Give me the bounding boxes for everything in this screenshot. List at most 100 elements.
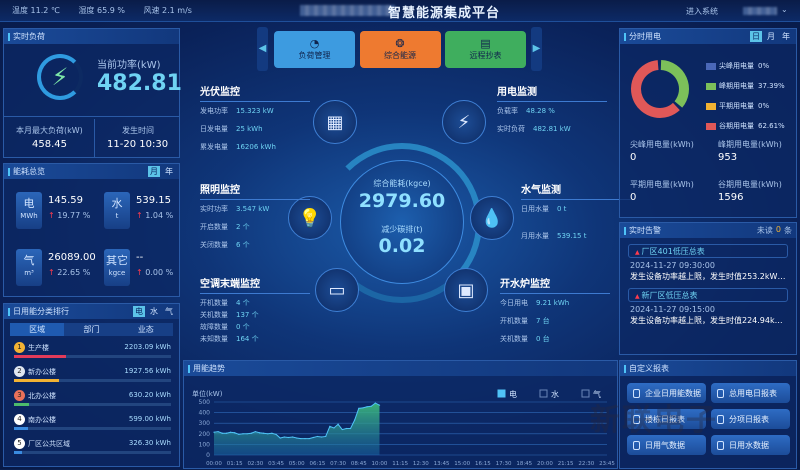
ranking-bar <box>14 427 171 430</box>
metric-unit: t <box>115 212 119 220</box>
energy-trend-chart: 单位(kW) 0 100 200 300 400 500 00:00 01:15 02:30 03:… <box>192 389 615 467</box>
monitor-row: 今日用电 9.21 kWh <box>500 298 610 308</box>
donut-slice <box>660 60 689 108</box>
tou-stat-label: 峰期用电量(kWh) <box>718 140 782 149</box>
nav-prev-button[interactable]: ◀ <box>257 27 268 71</box>
ranking-item[interactable]: 2 新办公楼 1927.56 kWh <box>4 364 179 388</box>
legend-swatch <box>706 102 716 110</box>
row-label: 负载率 <box>497 107 518 115</box>
row-value: 2 个 <box>236 223 250 231</box>
report-button[interactable]: 总用电日报表 <box>711 383 790 403</box>
subtab-department[interactable]: 部门 <box>83 325 100 334</box>
subtab-bar: 区域 部门 业态 <box>10 323 173 336</box>
user-name-redacted[interactable] <box>743 7 777 15</box>
time-of-use-panel: 分时用电 日月年 尖峰用电量 0% 峰期用电量 37.39% 平期用电量 0% 谷期用电量 6… <box>619 28 797 218</box>
tab-month[interactable]: 月 <box>148 166 160 177</box>
data-point <box>263 432 265 434</box>
report-button[interactable]: 日用气数据 <box>627 435 706 455</box>
rank-badge: 1 <box>14 342 25 353</box>
data-point <box>341 428 343 431</box>
monitor-row: 月用水量 539.15 t <box>521 231 631 241</box>
legend-item: 平期用电量 0% <box>706 101 785 111</box>
ranking-item[interactable]: 3 北办公楼 630.20 kWh <box>4 388 179 412</box>
humidity: 湿度 65.9 % <box>78 6 125 15</box>
tab-water[interactable]: 水 <box>150 307 158 316</box>
data-point <box>250 432 252 434</box>
legend-checkbox[interactable] <box>497 389 506 398</box>
lightning-icon: ⚡ <box>37 54 83 100</box>
tab-month[interactable]: 月 <box>767 32 775 41</box>
water-boiler-icon[interactable]: ▣ <box>444 268 488 312</box>
nav-button-label: 综合能源 <box>384 51 416 60</box>
row-label: 关闭数量 <box>200 241 228 249</box>
tab-gas[interactable]: 气 <box>165 307 173 316</box>
legend-item: 谷期用电量 62.61% <box>706 121 785 131</box>
tab-year[interactable]: 年 <box>782 32 790 41</box>
monitor-row: 开机数量 7 台 <box>500 316 610 326</box>
enter-system-link[interactable]: 进入系统 <box>686 7 718 16</box>
data-point <box>283 436 285 438</box>
power-monitor: 用电监测 负载率 48.28 % 实时负荷 482.81 kW <box>497 83 607 142</box>
ranking-item[interactable]: 4 南办公楼 599.00 kWh <box>4 412 179 436</box>
ranking-name: 北办公楼 <box>28 392 56 400</box>
data-point <box>312 436 314 439</box>
ranking-name: 生产楼 <box>28 344 49 352</box>
pv-monitor: 光伏监控 发电功率 15.323 kW 日发电量 25 kWh 累发电量 16206 kWh <box>200 83 310 160</box>
x-tick-label: 21:15 <box>558 461 574 467</box>
nav-button[interactable]: ◔ 负荷管理 <box>274 31 355 68</box>
metric-change: ↑ 1.04 % <box>136 211 173 220</box>
light-bulb-icon[interactable]: 💡 <box>288 196 332 240</box>
air-conditioner-icon[interactable]: ▭ <box>315 268 359 312</box>
row-value: 25 kWh <box>236 125 263 133</box>
report-button[interactable]: 日用水数据 <box>711 435 790 455</box>
report-button[interactable]: 分项日报表 <box>711 409 790 429</box>
alarm-device: 厂区401低压总表 <box>628 244 788 258</box>
subtab-area[interactable]: 区域 <box>10 323 65 336</box>
legend-checkbox[interactable] <box>581 389 590 398</box>
x-tick-label: 22:30 <box>578 461 594 467</box>
nav-button[interactable]: ❂ 综合能源 <box>359 31 441 68</box>
row-label: 日用水量 <box>521 205 549 213</box>
data-point <box>217 431 219 433</box>
meter-icon: ▤ <box>480 37 491 50</box>
subtab-business[interactable]: 业态 <box>137 325 154 334</box>
solar-panel-icon[interactable]: ▦ <box>313 100 357 144</box>
row-value: 0 t <box>557 205 567 213</box>
panel-header: 实时负荷 <box>4 29 179 44</box>
monitor-row: 实时功率 3.547 kW <box>200 204 310 214</box>
tab-day[interactable]: 日 <box>750 31 762 42</box>
max-load-value: 458.45 <box>32 139 67 150</box>
nav-next-button[interactable]: ▶ <box>531 27 542 71</box>
tab-electricity[interactable]: 电 <box>133 306 145 317</box>
lightning-icon[interactable]: ⚡ <box>442 100 486 144</box>
chevron-down-icon[interactable]: ⌄ <box>781 5 788 14</box>
tab-year[interactable]: 年 <box>165 167 173 176</box>
metric-value: 145.59 <box>48 195 83 206</box>
metric-name: 气 <box>23 254 35 267</box>
section-title: 水气监测 <box>521 181 631 200</box>
legend-item: 峰期用电量 37.39% <box>706 81 785 91</box>
alarm-item[interactable]: 新厂区低压总表 2024-11-27 09:15:00 发生设备功率越上限，发生时值… <box>620 288 796 326</box>
report-button[interactable]: 楼栋日报表 <box>627 409 706 429</box>
legend-percent: 62.61% <box>758 122 785 130</box>
lighting-monitor: 照明监控 实时功率 3.547 kW 开启数量 2 个关闭数量 6 个 <box>200 181 310 258</box>
metric-name: 电 <box>23 197 35 210</box>
row-label: 月用水量 <box>521 232 549 240</box>
company-name-redacted <box>300 5 395 16</box>
water-drop-icon[interactable]: 💧 <box>470 196 514 240</box>
report-button[interactable]: 企业日用能数据 <box>627 383 706 403</box>
row-value: 0 个 <box>236 323 250 331</box>
legend-checkbox[interactable] <box>539 389 548 398</box>
legend-label: 电 <box>509 389 517 399</box>
nav-button[interactable]: ▤ 远程抄表 <box>445 31 526 68</box>
gauge-icon: ◔ <box>309 37 320 50</box>
alarm-item[interactable]: 厂区401低压总表 2024-11-27 09:30:00 发生设备功率越上限，发生… <box>620 244 796 282</box>
ranking-item[interactable]: 1 生产楼 2203.09 kWh <box>4 340 179 364</box>
data-point <box>333 427 335 429</box>
metric-tile: 气 m³ <box>16 249 42 286</box>
row-label: 实时负荷 <box>497 125 525 133</box>
metric-value: 539.15 <box>136 195 171 206</box>
y-tick-label: 500 <box>199 399 211 406</box>
ranking-item[interactable]: 5 厂区公共区域 326.30 kWh <box>4 436 179 460</box>
legend-percent: 0% <box>758 102 770 110</box>
